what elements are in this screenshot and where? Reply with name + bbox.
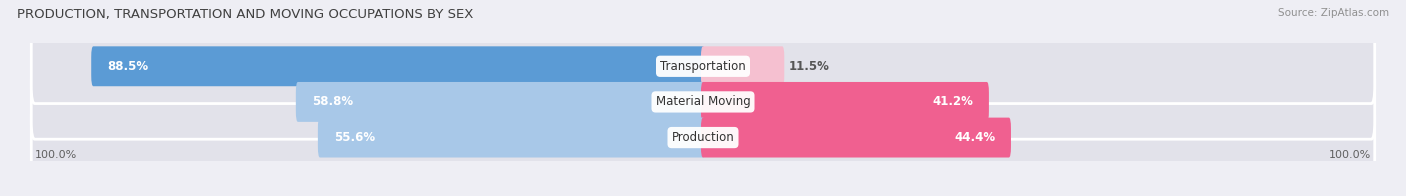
FancyBboxPatch shape [702, 82, 988, 122]
FancyBboxPatch shape [318, 118, 704, 158]
Text: 55.6%: 55.6% [333, 131, 375, 144]
FancyBboxPatch shape [702, 46, 785, 86]
Text: 100.0%: 100.0% [1329, 150, 1371, 160]
Text: PRODUCTION, TRANSPORTATION AND MOVING OCCUPATIONS BY SEX: PRODUCTION, TRANSPORTATION AND MOVING OC… [17, 8, 474, 21]
Text: 88.5%: 88.5% [107, 60, 148, 73]
FancyBboxPatch shape [31, 65, 1375, 139]
Text: 44.4%: 44.4% [955, 131, 995, 144]
Text: Source: ZipAtlas.com: Source: ZipAtlas.com [1278, 8, 1389, 18]
Text: 58.8%: 58.8% [312, 95, 353, 108]
FancyBboxPatch shape [295, 82, 704, 122]
Text: 100.0%: 100.0% [35, 150, 77, 160]
FancyBboxPatch shape [31, 100, 1375, 175]
FancyBboxPatch shape [702, 118, 1011, 158]
FancyBboxPatch shape [31, 29, 1375, 103]
Text: 11.5%: 11.5% [789, 60, 830, 73]
Text: Material Moving: Material Moving [655, 95, 751, 108]
Text: Production: Production [672, 131, 734, 144]
FancyBboxPatch shape [91, 46, 704, 86]
Text: Transportation: Transportation [661, 60, 745, 73]
Text: 41.2%: 41.2% [932, 95, 973, 108]
